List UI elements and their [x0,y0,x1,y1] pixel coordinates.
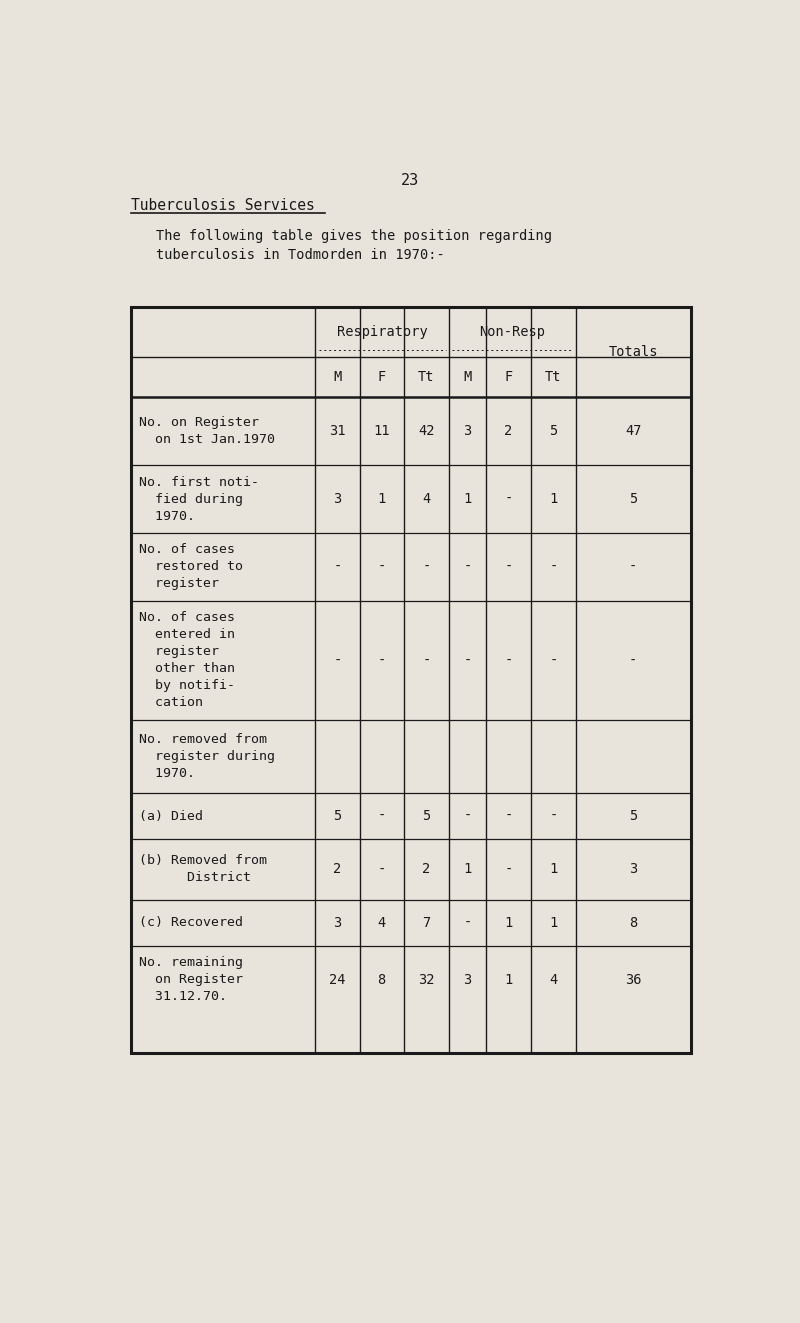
Text: Tt: Tt [545,370,562,385]
Text: 3: 3 [463,425,471,438]
Text: 7: 7 [422,916,430,930]
Text: 1: 1 [550,916,558,930]
Text: -: - [550,560,558,574]
Text: No. of cases
  entered in
  register
  other than
  by notifi-
  cation: No. of cases entered in register other t… [138,611,234,709]
Text: 4: 4 [550,972,558,987]
Text: 2: 2 [504,425,513,438]
Text: -: - [504,560,513,574]
Text: 2: 2 [422,863,430,876]
Text: Tt: Tt [418,370,434,385]
Text: 3: 3 [334,916,342,930]
Text: The following table gives the position regarding
tuberculosis in Todmorden in 19: The following table gives the position r… [156,229,552,262]
Bar [131,307,690,1053]
Text: 1: 1 [550,863,558,876]
Text: -: - [422,560,430,574]
Text: -: - [504,654,513,667]
Text: -: - [422,654,430,667]
Text: 8: 8 [629,916,638,930]
Text: No. on Register
  on 1st Jan.1970: No. on Register on 1st Jan.1970 [138,417,274,446]
Text: M: M [463,370,471,385]
Text: 3: 3 [629,863,638,876]
Text: No. of cases
  restored to
  register: No. of cases restored to register [138,544,242,590]
Text: 1: 1 [463,492,471,507]
Text: 2: 2 [334,863,342,876]
Text: -: - [504,810,513,823]
Text: (b) Removed from
      District: (b) Removed from District [138,855,266,885]
Text: -: - [550,810,558,823]
Text: -: - [504,492,513,507]
Text: -: - [463,560,471,574]
Text: 1: 1 [550,492,558,507]
Text: -: - [629,654,638,667]
Text: 42: 42 [418,425,434,438]
Text: 1: 1 [504,916,513,930]
Text: 23: 23 [401,172,419,188]
Text: Totals: Totals [609,345,658,360]
Text: 36: 36 [625,972,642,987]
Text: -: - [378,863,386,876]
Text: 3: 3 [334,492,342,507]
Text: 1: 1 [504,972,513,987]
Text: No. remaining
  on Register
  31.12.70.: No. remaining on Register 31.12.70. [138,957,242,1003]
Text: -: - [334,654,342,667]
Text: -: - [378,654,386,667]
Text: No. first noti-
  fied during
  1970.: No. first noti- fied during 1970. [138,475,258,523]
Text: 24: 24 [330,972,346,987]
Text: 47: 47 [625,425,642,438]
Text: 11: 11 [374,425,390,438]
Text: -: - [504,863,513,876]
Text: 4: 4 [378,916,386,930]
Text: 4: 4 [422,492,430,507]
Text: 32: 32 [418,972,434,987]
Text: 5: 5 [422,810,430,823]
Text: Tuberculosis Services: Tuberculosis Services [131,198,314,213]
Text: -: - [463,654,471,667]
Text: 3: 3 [463,972,471,987]
Text: -: - [378,810,386,823]
Text: 5: 5 [550,425,558,438]
Text: 31: 31 [330,425,346,438]
Text: Non-Resp: Non-Resp [479,325,546,340]
Text: 5: 5 [334,810,342,823]
Text: -: - [463,916,471,930]
Text: 1: 1 [463,863,471,876]
Text: (a) Died: (a) Died [138,810,202,823]
Text: 1: 1 [378,492,386,507]
Text: 5: 5 [629,810,638,823]
Text: No. removed from
  register during
  1970.: No. removed from register during 1970. [138,733,274,781]
Text: -: - [550,654,558,667]
Text: -: - [334,560,342,574]
Text: (c) Recovered: (c) Recovered [138,916,242,929]
Text: Respiratory: Respiratory [337,325,427,340]
Text: 5: 5 [629,492,638,507]
Text: 8: 8 [378,972,386,987]
Text: -: - [463,810,471,823]
Text: M: M [334,370,342,385]
Text: F: F [504,370,513,385]
Text: F: F [378,370,386,385]
Text: -: - [629,560,638,574]
Text: -: - [378,560,386,574]
